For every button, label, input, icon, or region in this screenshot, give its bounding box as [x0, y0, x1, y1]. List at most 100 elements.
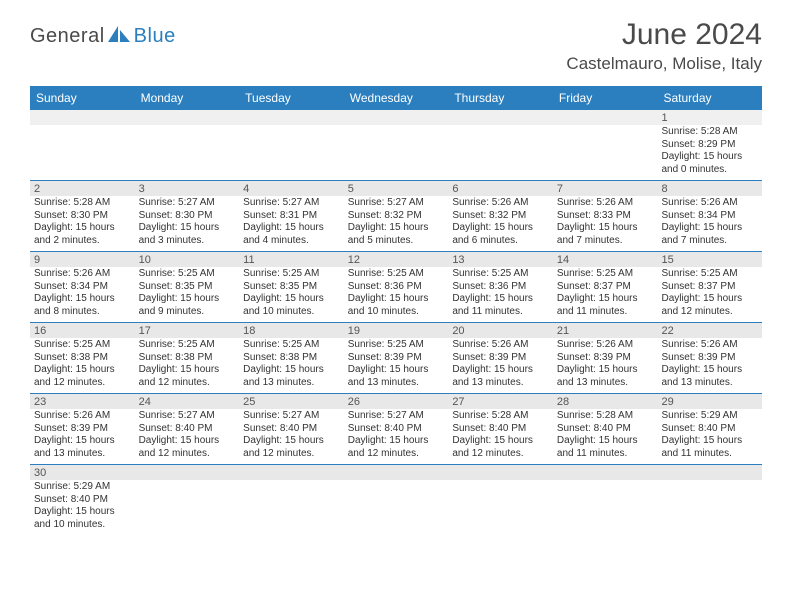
day-detail: Sunrise: 5:26 AMSunset: 8:39 PMDaylight:…	[553, 338, 658, 393]
day-number	[448, 465, 553, 480]
daynum-row: 9101112131415	[30, 252, 762, 267]
day-number: 13	[448, 252, 553, 267]
sunrise-text: Sunrise: 5:27 AM	[348, 410, 445, 423]
day-detail: Sunrise: 5:26 AMSunset: 8:39 PMDaylight:…	[657, 338, 762, 393]
day-number: 6	[448, 181, 553, 196]
daylight-text: Daylight: 15 hours and 12 minutes.	[139, 364, 236, 389]
day-header-sat: Saturday	[657, 86, 762, 110]
sunset-text: Sunset: 8:39 PM	[557, 352, 654, 365]
sunrise-text: Sunrise: 5:27 AM	[243, 410, 340, 423]
day-detail	[448, 480, 553, 535]
sunset-text: Sunset: 8:34 PM	[34, 281, 131, 294]
day-header-thu: Thursday	[448, 86, 553, 110]
day-detail: Sunrise: 5:25 AMSunset: 8:38 PMDaylight:…	[239, 338, 344, 393]
day-detail: Sunrise: 5:25 AMSunset: 8:35 PMDaylight:…	[239, 267, 344, 322]
day-detail: Sunrise: 5:27 AMSunset: 8:31 PMDaylight:…	[239, 196, 344, 251]
sunset-text: Sunset: 8:38 PM	[139, 352, 236, 365]
sunrise-text: Sunrise: 5:29 AM	[661, 410, 758, 423]
day-number: 23	[30, 394, 135, 409]
day-detail: Sunrise: 5:27 AMSunset: 8:32 PMDaylight:…	[344, 196, 449, 251]
day-detail: Sunrise: 5:25 AMSunset: 8:36 PMDaylight:…	[448, 267, 553, 322]
title-block: June 2024 Castelmauro, Molise, Italy	[566, 18, 762, 74]
daylight-text: Daylight: 15 hours and 12 minutes.	[348, 435, 445, 460]
daylight-text: Daylight: 15 hours and 11 minutes.	[557, 293, 654, 318]
daylight-text: Daylight: 15 hours and 2 minutes.	[34, 222, 131, 247]
day-number: 22	[657, 323, 762, 338]
week-row: 23242526272829Sunrise: 5:26 AMSunset: 8:…	[30, 394, 762, 465]
daylight-text: Daylight: 15 hours and 6 minutes.	[452, 222, 549, 247]
sunset-text: Sunset: 8:35 PM	[139, 281, 236, 294]
day-detail	[448, 125, 553, 180]
daylight-text: Daylight: 15 hours and 7 minutes.	[557, 222, 654, 247]
daylight-text: Daylight: 15 hours and 12 minutes.	[661, 293, 758, 318]
day-detail: Sunrise: 5:27 AMSunset: 8:40 PMDaylight:…	[344, 409, 449, 464]
sunset-text: Sunset: 8:40 PM	[557, 423, 654, 436]
day-detail	[135, 125, 240, 180]
day-number	[30, 110, 135, 125]
sunset-text: Sunset: 8:30 PM	[139, 210, 236, 223]
sunrise-text: Sunrise: 5:26 AM	[452, 339, 549, 352]
sunset-text: Sunset: 8:33 PM	[557, 210, 654, 223]
calendar: Sunday Monday Tuesday Wednesday Thursday…	[30, 86, 762, 535]
day-number: 20	[448, 323, 553, 338]
sunrise-text: Sunrise: 5:27 AM	[243, 197, 340, 210]
sunrise-text: Sunrise: 5:25 AM	[34, 339, 131, 352]
daylight-text: Daylight: 15 hours and 7 minutes.	[661, 222, 758, 247]
sunset-text: Sunset: 8:38 PM	[243, 352, 340, 365]
day-header-sun: Sunday	[30, 86, 135, 110]
day-detail: Sunrise: 5:29 AMSunset: 8:40 PMDaylight:…	[30, 480, 135, 535]
daylight-text: Daylight: 15 hours and 10 minutes.	[348, 293, 445, 318]
daylight-text: Daylight: 15 hours and 10 minutes.	[243, 293, 340, 318]
sunset-text: Sunset: 8:32 PM	[348, 210, 445, 223]
sunset-text: Sunset: 8:29 PM	[661, 139, 758, 152]
daylight-text: Daylight: 15 hours and 11 minutes.	[557, 435, 654, 460]
day-detail: Sunrise: 5:29 AMSunset: 8:40 PMDaylight:…	[657, 409, 762, 464]
daylight-text: Daylight: 15 hours and 13 minutes.	[661, 364, 758, 389]
day-detail: Sunrise: 5:26 AMSunset: 8:34 PMDaylight:…	[30, 267, 135, 322]
day-number	[657, 465, 762, 480]
day-detail: Sunrise: 5:25 AMSunset: 8:37 PMDaylight:…	[657, 267, 762, 322]
daylight-text: Daylight: 15 hours and 13 minutes.	[34, 435, 131, 460]
day-number: 26	[344, 394, 449, 409]
day-number: 24	[135, 394, 240, 409]
day-number: 11	[239, 252, 344, 267]
day-detail: Sunrise: 5:26 AMSunset: 8:34 PMDaylight:…	[657, 196, 762, 251]
day-number: 12	[344, 252, 449, 267]
day-detail: Sunrise: 5:27 AMSunset: 8:30 PMDaylight:…	[135, 196, 240, 251]
detail-row: Sunrise: 5:28 AMSunset: 8:29 PMDaylight:…	[30, 125, 762, 181]
day-number	[135, 465, 240, 480]
day-number: 7	[553, 181, 658, 196]
day-number: 8	[657, 181, 762, 196]
week-row: 30Sunrise: 5:29 AMSunset: 8:40 PMDayligh…	[30, 465, 762, 535]
daylight-text: Daylight: 15 hours and 0 minutes.	[661, 151, 758, 176]
daynum-row: 30	[30, 465, 762, 480]
daylight-text: Daylight: 15 hours and 13 minutes.	[452, 364, 549, 389]
sunrise-text: Sunrise: 5:28 AM	[661, 126, 758, 139]
day-detail	[135, 480, 240, 535]
sunset-text: Sunset: 8:30 PM	[34, 210, 131, 223]
day-header-fri: Friday	[553, 86, 658, 110]
detail-row: Sunrise: 5:26 AMSunset: 8:34 PMDaylight:…	[30, 267, 762, 323]
sunrise-text: Sunrise: 5:26 AM	[661, 197, 758, 210]
day-detail: Sunrise: 5:28 AMSunset: 8:29 PMDaylight:…	[657, 125, 762, 180]
sunrise-text: Sunrise: 5:27 AM	[139, 197, 236, 210]
day-number: 3	[135, 181, 240, 196]
daylight-text: Daylight: 15 hours and 3 minutes.	[139, 222, 236, 247]
daylight-text: Daylight: 15 hours and 11 minutes.	[452, 293, 549, 318]
day-number	[344, 465, 449, 480]
day-number: 29	[657, 394, 762, 409]
sunrise-text: Sunrise: 5:25 AM	[661, 268, 758, 281]
day-detail: Sunrise: 5:25 AMSunset: 8:36 PMDaylight:…	[344, 267, 449, 322]
sunrise-text: Sunrise: 5:26 AM	[661, 339, 758, 352]
day-number: 17	[135, 323, 240, 338]
day-detail	[344, 480, 449, 535]
sunset-text: Sunset: 8:40 PM	[348, 423, 445, 436]
day-detail: Sunrise: 5:25 AMSunset: 8:38 PMDaylight:…	[135, 338, 240, 393]
sunrise-text: Sunrise: 5:26 AM	[557, 339, 654, 352]
day-number: 18	[239, 323, 344, 338]
sunset-text: Sunset: 8:38 PM	[34, 352, 131, 365]
day-number: 28	[553, 394, 658, 409]
sunrise-text: Sunrise: 5:29 AM	[34, 481, 131, 494]
day-number	[344, 110, 449, 125]
sunrise-text: Sunrise: 5:27 AM	[348, 197, 445, 210]
